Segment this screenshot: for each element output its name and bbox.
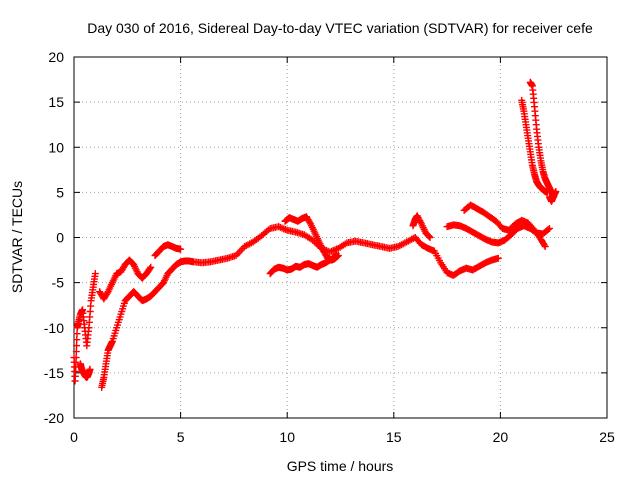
y-tick-label: -10 bbox=[44, 320, 64, 336]
data-points bbox=[71, 79, 560, 391]
x-tick-label: 25 bbox=[599, 429, 615, 445]
x-tick-label: 10 bbox=[279, 429, 295, 445]
chart-title: Day 030 of 2016, Sidereal Day-to-day VTE… bbox=[87, 20, 593, 36]
y-tick-label: 0 bbox=[56, 230, 64, 246]
y-tick-labels: -20 -15 -10 -5 0 5 10 15 20 bbox=[44, 49, 64, 426]
y-tick-label: 5 bbox=[56, 184, 64, 200]
y-tick-label: -15 bbox=[44, 365, 64, 381]
x-axis-title: GPS time / hours bbox=[287, 458, 394, 474]
series-segment-2 bbox=[77, 360, 94, 381]
series-segment-6 bbox=[267, 252, 342, 277]
x-tick-label: 0 bbox=[70, 429, 78, 445]
y-tick-label: 15 bbox=[48, 94, 64, 110]
x-tick-labels: 0 5 10 15 20 25 bbox=[70, 429, 615, 445]
x-tick-label: 5 bbox=[177, 429, 185, 445]
x-tick-label: 15 bbox=[386, 429, 402, 445]
y-tick-label: -5 bbox=[52, 275, 65, 291]
data-point bbox=[73, 330, 80, 337]
y-tick-label: -20 bbox=[44, 410, 64, 426]
x-tick-label: 20 bbox=[493, 429, 509, 445]
series-segment-4 bbox=[96, 257, 154, 303]
series-segment-13 bbox=[527, 79, 557, 201]
series-segment-5 bbox=[152, 241, 185, 259]
y-tick-label: 10 bbox=[48, 139, 64, 155]
y-axis-title: SDTVAR / TECUs bbox=[9, 181, 25, 293]
sdtvar-scatter-chart: Day 030 of 2016, Sidereal Day-to-day VTE… bbox=[0, 0, 640, 480]
y-tick-label: 20 bbox=[48, 49, 64, 65]
series-segment-3 bbox=[98, 223, 418, 391]
